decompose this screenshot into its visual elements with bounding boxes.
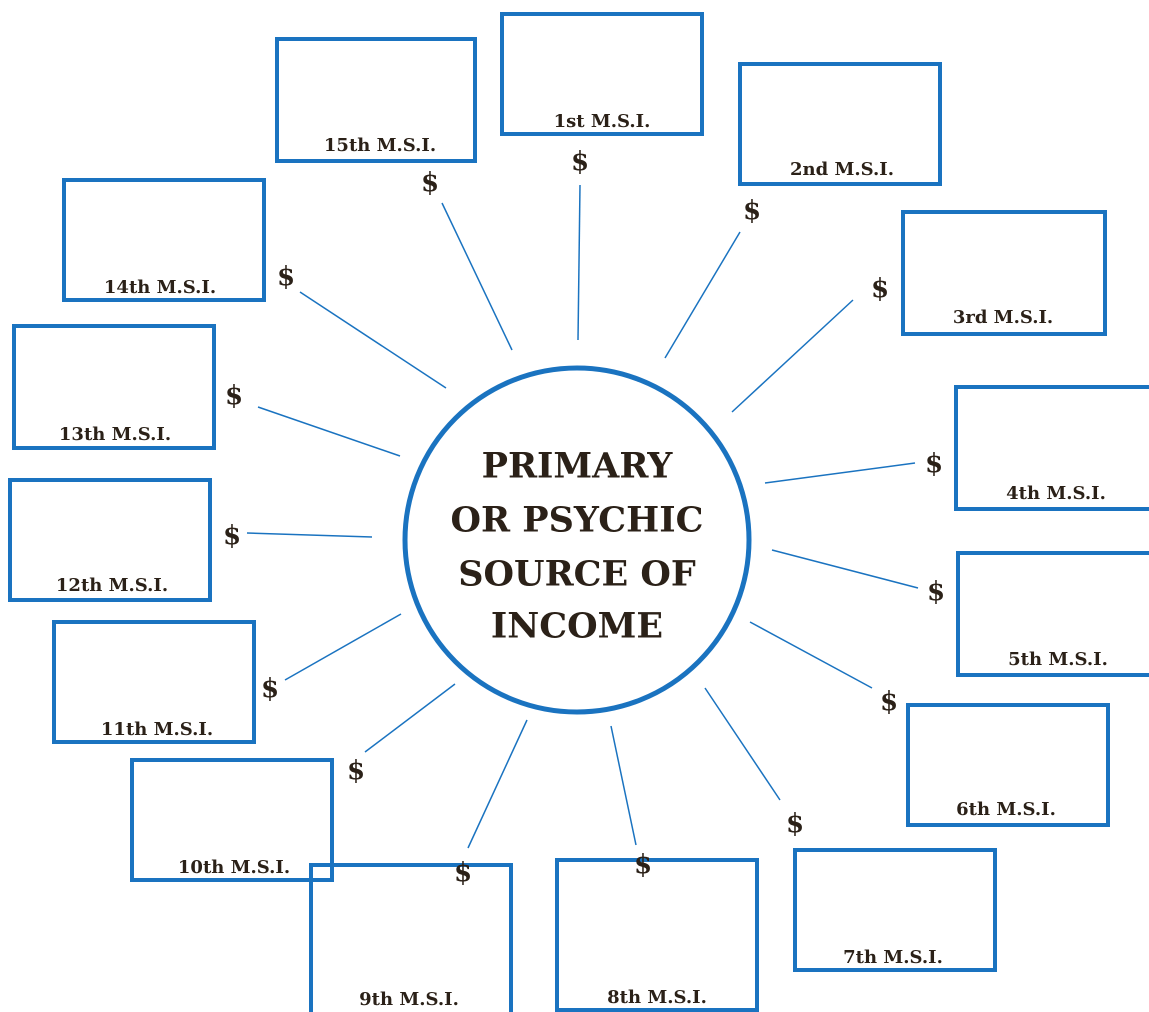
center-circle <box>402 365 752 715</box>
connector <box>704 687 781 801</box>
connector <box>284 613 402 681</box>
node-label: 6th M.S.I. <box>956 799 1056 820</box>
center-text: INCOME <box>491 606 663 647</box>
node-symbol: $ <box>571 147 589 177</box>
connector <box>467 719 528 849</box>
node-label: 13th M.S.I. <box>59 424 171 445</box>
node-symbol: $ <box>454 858 472 888</box>
node-box <box>52 620 256 744</box>
node-label: 11th M.S.I. <box>101 719 213 740</box>
node-label: 8th M.S.I. <box>607 987 707 1008</box>
node-label: 15th M.S.I. <box>324 135 436 156</box>
node-box <box>793 848 997 972</box>
connector <box>764 462 916 484</box>
node-box <box>500 12 704 136</box>
node-label: 2nd M.S.I. <box>790 159 894 180</box>
node-box <box>901 210 1107 336</box>
connector <box>731 299 854 413</box>
node-box <box>12 324 216 450</box>
node-label: 4th M.S.I. <box>1006 483 1106 504</box>
node-box <box>555 858 759 1012</box>
connector <box>771 549 919 589</box>
node-symbol: $ <box>925 449 943 479</box>
node-label: 3rd M.S.I. <box>953 307 1053 328</box>
node-box <box>906 703 1110 827</box>
node-symbol: $ <box>421 168 439 198</box>
connector <box>299 291 447 389</box>
node-label: 12th M.S.I. <box>56 575 168 596</box>
node-symbol: $ <box>880 687 898 717</box>
node-label: 1st M.S.I. <box>554 111 651 132</box>
connector <box>257 406 401 457</box>
connector <box>246 532 373 538</box>
node-box <box>62 178 266 302</box>
node-box <box>738 62 942 186</box>
node-symbol: $ <box>634 850 652 880</box>
node-box <box>954 385 1149 511</box>
node-symbol: $ <box>871 274 889 304</box>
node-symbol: $ <box>927 577 945 607</box>
center-text: OR PSYCHIC <box>451 500 704 541</box>
connector <box>364 683 456 753</box>
node-symbol: $ <box>743 196 761 226</box>
connector <box>664 231 741 359</box>
center-text: SOURCE OF <box>458 554 696 595</box>
node-label: 10th M.S.I. <box>178 857 290 878</box>
connector <box>577 184 581 341</box>
node-symbol: $ <box>277 262 295 292</box>
node-symbol: $ <box>223 521 241 551</box>
node-symbol: $ <box>347 756 365 786</box>
node-label: 14th M.S.I. <box>104 277 216 298</box>
connector <box>749 621 873 689</box>
connector <box>441 202 513 351</box>
node-symbol: $ <box>261 674 279 704</box>
connector <box>610 725 637 846</box>
node-symbol: $ <box>225 381 243 411</box>
node-label: 5th M.S.I. <box>1008 649 1108 670</box>
node-box <box>130 758 334 882</box>
node-box <box>8 478 212 602</box>
node-label: 9th M.S.I. <box>359 989 459 1010</box>
node-label: 7th M.S.I. <box>843 947 943 968</box>
node-box <box>956 551 1149 677</box>
node-box <box>275 37 477 163</box>
node-box <box>309 863 513 1012</box>
center-text: PRIMARY <box>482 446 674 487</box>
node-symbol: $ <box>786 809 804 839</box>
